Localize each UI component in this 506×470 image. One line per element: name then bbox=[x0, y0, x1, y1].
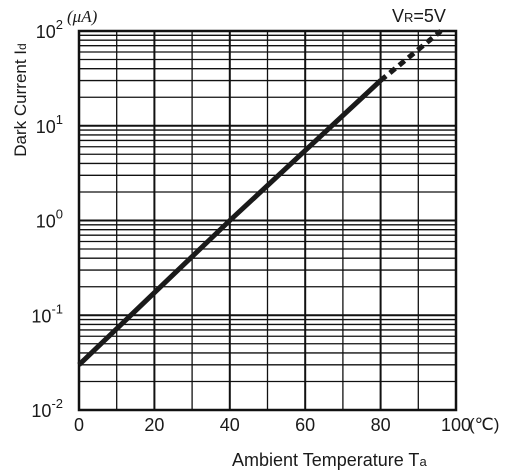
tick-labels: 0 20 40 60 80 100 10-2 10-1 100 101 102 bbox=[31, 17, 471, 435]
bias-voltage-annotation: VR=5V bbox=[392, 6, 446, 26]
x-axis-title: Ambient Temperature Ta bbox=[232, 450, 427, 470]
x-tick-label: 80 bbox=[371, 415, 391, 435]
y-unit-label: (μA) bbox=[67, 7, 98, 26]
y-tick-label: 101 bbox=[36, 112, 63, 137]
y-tick-label: 10-1 bbox=[31, 301, 63, 326]
y-tick-label: 102 bbox=[36, 17, 63, 42]
x-unit-label: (℃) bbox=[469, 415, 499, 434]
x-tick-label: 20 bbox=[144, 415, 164, 435]
y-tick-label: 100 bbox=[36, 207, 63, 232]
x-tick-label: 40 bbox=[220, 415, 240, 435]
y-axis-title: Dark Current Id bbox=[11, 43, 30, 156]
x-tick-label: 60 bbox=[295, 415, 315, 435]
x-tick-label: 100 bbox=[441, 415, 471, 435]
y-tick-label: 10-2 bbox=[31, 396, 63, 421]
plot-frame bbox=[77, 29, 458, 412]
dark-current-line bbox=[77, 78, 383, 367]
x-tick-label: 0 bbox=[74, 415, 84, 435]
series-layer bbox=[77, 29, 443, 367]
dark-current-line-extrapolated bbox=[379, 29, 443, 83]
grid bbox=[79, 31, 456, 410]
